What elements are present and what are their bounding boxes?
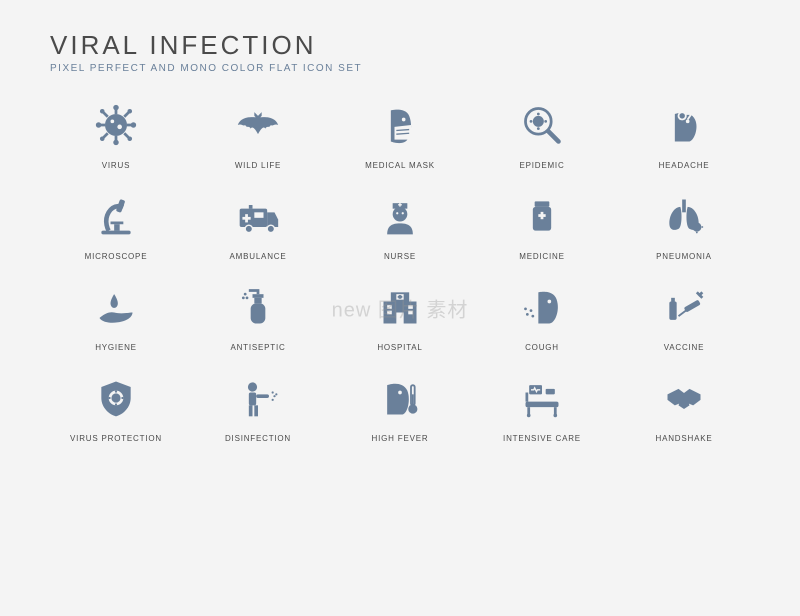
cell-virus-protection: VIRUS PROTECTION: [50, 372, 182, 443]
syringe-icon: [658, 281, 710, 333]
fever-icon: [374, 372, 426, 424]
cell-microscope: MICROSCOPE: [50, 190, 182, 261]
shield-virus-icon: [90, 372, 142, 424]
icon-grid: VIRUS WILD LIFE MEDICAL MASK EPIDEMIC HE…: [50, 99, 750, 443]
cell-epidemic: EPIDEMIC: [476, 99, 608, 170]
microscope-icon: [90, 190, 142, 242]
bat-icon: [232, 99, 284, 151]
cell-headache: HEADACHE: [618, 99, 750, 170]
cell-antiseptic: ANTISEPTIC: [192, 281, 324, 352]
label-vaccine: VACCINE: [664, 343, 705, 352]
magnifier-virus-icon: [516, 99, 568, 151]
lungs-icon: [658, 190, 710, 242]
cell-virus: VIRUS: [50, 99, 182, 170]
hospital-icon: [374, 281, 426, 333]
label-virus-protection: VIRUS PROTECTION: [70, 434, 162, 443]
disinfection-icon: [232, 372, 284, 424]
label-nurse: NURSE: [384, 252, 416, 261]
hospital-bed-icon: [516, 372, 568, 424]
label-wild-life: WILD LIFE: [235, 161, 281, 170]
label-antiseptic: ANTISEPTIC: [230, 343, 285, 352]
headache-icon: [658, 99, 710, 151]
cell-cough: COUGH: [476, 281, 608, 352]
label-microscope: MICROSCOPE: [85, 252, 148, 261]
cell-disinfection: DISINFECTION: [192, 372, 324, 443]
label-cough: COUGH: [525, 343, 559, 352]
cell-hospital: HOSPITAL: [334, 281, 466, 352]
mask-icon: [374, 99, 426, 151]
label-medicine: MEDICINE: [519, 252, 565, 261]
cell-pneumonia: PNEUMONIA: [618, 190, 750, 261]
cell-ambulance: AMBULANCE: [192, 190, 324, 261]
label-hygiene: HYGIENE: [95, 343, 137, 352]
label-handshake: HANDSHAKE: [656, 434, 713, 443]
label-epidemic: EPIDEMIC: [519, 161, 564, 170]
label-high-fever: HIGH FEVER: [372, 434, 429, 443]
medicine-icon: [516, 190, 568, 242]
nurse-icon: [374, 190, 426, 242]
label-pneumonia: PNEUMONIA: [656, 252, 712, 261]
label-medical-mask: MEDICAL MASK: [365, 161, 435, 170]
label-hospital: HOSPITAL: [377, 343, 422, 352]
ambulance-icon: [232, 190, 284, 242]
handshake-icon: [658, 372, 710, 424]
header: VIRAL INFECTION PIXEL PERFECT AND MONO C…: [50, 30, 750, 74]
cell-high-fever: HIGH FEVER: [334, 372, 466, 443]
page-title: VIRAL INFECTION: [50, 30, 750, 61]
label-ambulance: AMBULANCE: [230, 252, 287, 261]
cell-handshake: HANDSHAKE: [618, 372, 750, 443]
cell-nurse: NURSE: [334, 190, 466, 261]
sanitizer-icon: [232, 281, 284, 333]
cell-vaccine: VACCINE: [618, 281, 750, 352]
label-intensive-care: INTENSIVE CARE: [503, 434, 581, 443]
virus-icon: [90, 99, 142, 151]
cell-medicine: MEDICINE: [476, 190, 608, 261]
cell-hygiene: HYGIENE: [50, 281, 182, 352]
page-subtitle: PIXEL PERFECT AND MONO COLOR FLAT ICON S…: [50, 63, 750, 74]
label-virus: VIRUS: [102, 161, 130, 170]
cell-intensive-care: INTENSIVE CARE: [476, 372, 608, 443]
label-disinfection: DISINFECTION: [225, 434, 291, 443]
cell-medical-mask: MEDICAL MASK: [334, 99, 466, 170]
cough-icon: [516, 281, 568, 333]
label-headache: HEADACHE: [659, 161, 710, 170]
cell-wild-life: WILD LIFE: [192, 99, 324, 170]
hand-drop-icon: [90, 281, 142, 333]
